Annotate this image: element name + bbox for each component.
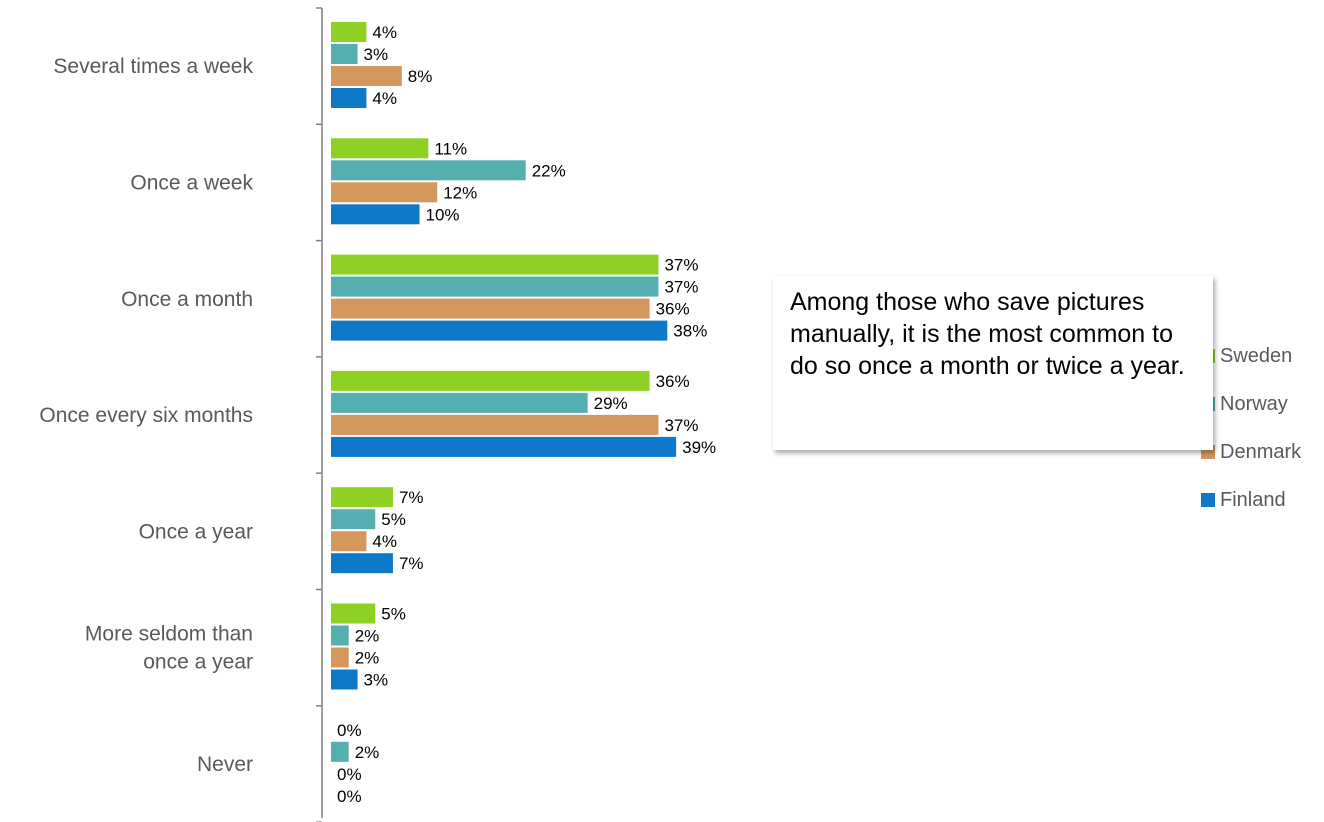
data-label: 8% [408,67,433,86]
data-label: 2% [355,649,380,668]
bar-denmark [331,647,349,668]
data-label: 0% [337,721,362,740]
bar-finland [331,204,420,225]
bar-finland [331,436,677,457]
data-label: 11% [434,139,467,158]
bar-norway [331,741,349,762]
bar-denmark [331,66,402,86]
data-label: 7% [399,488,424,507]
data-label: 0% [337,787,362,806]
bar-norway [331,509,376,530]
category-label: Once every six months [39,404,253,427]
data-label: 37% [664,278,698,297]
data-label: 10% [426,205,460,224]
bar-norway [331,625,349,646]
data-label: 7% [399,554,424,573]
bar-finland [331,88,367,108]
bar-sweden [331,487,393,508]
data-label: 5% [381,510,406,529]
bar-denmark [331,531,367,552]
bar-finland [331,553,393,574]
data-label: 4% [372,89,397,108]
bar-norway [331,392,588,413]
bar-finland [331,320,668,341]
bar-finland [331,669,358,690]
data-label: 2% [355,627,380,646]
data-label: 3% [364,671,389,690]
data-label: 37% [664,416,698,435]
data-label: 22% [532,161,566,180]
bar-sweden [331,254,659,275]
data-label: 4% [372,532,397,551]
category-label: Once a year [139,520,253,543]
category-label: Never [197,753,253,776]
data-label: 37% [664,256,698,275]
category-label: Once a week [130,171,253,194]
legend-label-norway: Norway [1220,393,1288,415]
data-label: 29% [594,394,628,413]
data-label: 36% [656,372,690,391]
category-label: More seldom than once a year [85,623,253,674]
legend-label-sweden: Sweden [1220,345,1292,367]
bar-sweden [331,138,429,159]
data-label: 0% [337,765,362,784]
data-label: 4% [372,23,397,42]
bar-sweden [331,370,650,391]
category-label: Several times a week [53,55,253,78]
data-label: 39% [682,438,716,457]
legend-label-finland: Finland [1220,489,1286,511]
bar-denmark [331,298,650,319]
callout-box: Among those who save pictures manually, … [773,276,1213,450]
data-label: 38% [673,322,707,341]
data-label: 36% [656,300,690,319]
category-label: Once a month [121,288,253,311]
bar-sweden [331,22,367,42]
data-label: 2% [355,743,380,762]
legend-label-denmark: Denmark [1220,441,1302,463]
bar-sweden [331,603,376,624]
legend-swatch-finland [1201,493,1215,507]
data-label: 12% [443,183,477,202]
bar-denmark [331,414,659,435]
bar-norway [331,160,526,181]
bar-norway [331,276,659,297]
data-label: 5% [381,605,406,624]
bar-denmark [331,182,438,203]
data-label: 3% [364,45,389,64]
bar-norway [331,44,358,64]
